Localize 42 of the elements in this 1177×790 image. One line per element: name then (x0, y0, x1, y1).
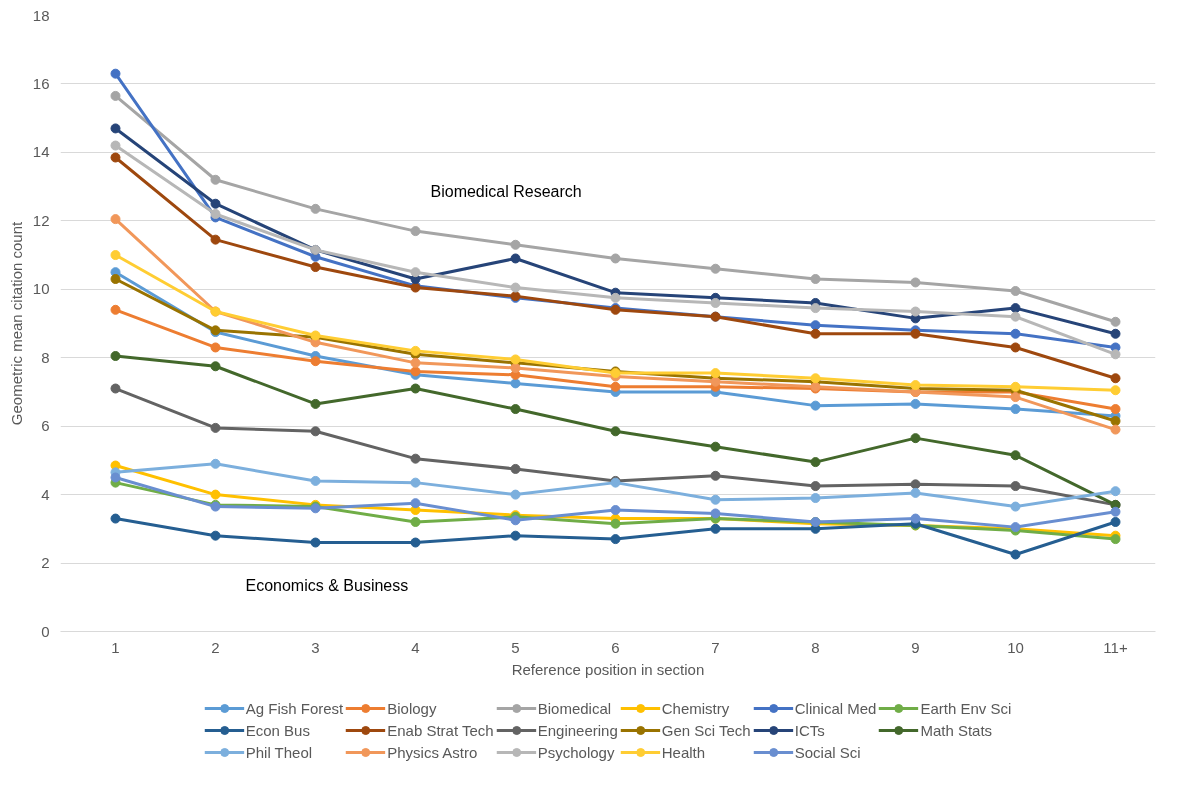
legend-label: Phil Theol (245, 743, 313, 761)
x-tick-label: 6 (611, 638, 620, 656)
legend-label: Ag Fish Forest (245, 699, 344, 717)
y-tick-label: 8 (41, 348, 50, 366)
legend-label: Gen Sci Tech (661, 721, 751, 739)
y-tick-label: 18 (32, 6, 50, 24)
annotation: Economics & Business (245, 576, 409, 594)
y-tick-label: 10 (32, 280, 50, 298)
legend-label: Earth Env Sci (920, 699, 1012, 717)
x-tick-label: 5 (511, 638, 520, 656)
x-tick-label: 11+ (1103, 638, 1128, 656)
x-tick-label: 4 (411, 638, 420, 656)
y-tick-label: 2 (41, 554, 50, 572)
y-tick-label: 14 (32, 143, 50, 161)
y-tick-label: 12 (32, 211, 50, 229)
legend-label: Engineering (537, 721, 618, 739)
x-tick-label: 1 (111, 638, 120, 656)
legend-label: Math Stats (920, 721, 993, 739)
x-axis-title: Reference position in section (511, 660, 705, 678)
y-tick-label: 4 (41, 485, 50, 503)
x-tick-label: 8 (811, 638, 820, 656)
y-tick-label: 16 (32, 74, 50, 92)
legend-label: Clinical Med (794, 699, 877, 717)
legend-label: ICTs (794, 721, 825, 739)
x-tick-label: 7 (711, 638, 720, 656)
legend-label: Econ Bus (245, 721, 310, 739)
legend-label: Psychology (537, 743, 615, 761)
x-tick-label: 2 (211, 638, 220, 656)
y-tick-label: 0 (41, 622, 50, 640)
x-tick-label: 9 (911, 638, 920, 656)
legend-label: Social Sci (794, 743, 861, 761)
legend-label: Physics Astro (387, 743, 478, 761)
legend-label: Chemistry (661, 699, 730, 717)
legend-label: Enab Strat Tech (387, 721, 494, 739)
x-tick-label: 3 (311, 638, 320, 656)
y-tick-label: 6 (41, 417, 50, 435)
x-tick-label: 10 (1007, 638, 1024, 656)
y-axis-title: Geometric mean citation count (7, 220, 25, 426)
legend-label: Biomedical (537, 699, 612, 717)
legend-label: Biology (387, 699, 437, 717)
legend-label: Health (661, 743, 706, 761)
annotation: Biomedical Research (430, 183, 582, 201)
